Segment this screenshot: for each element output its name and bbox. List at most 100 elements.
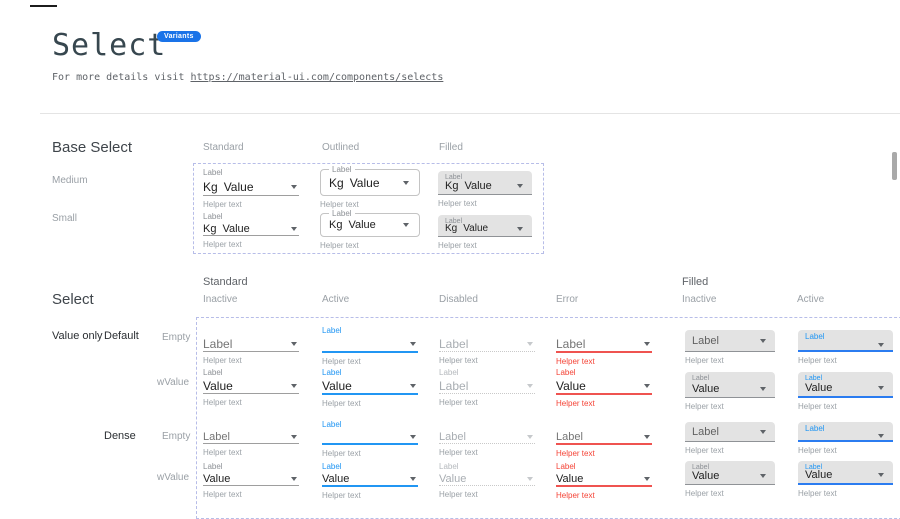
select-field[interactable]: Label Value — [798, 372, 893, 398]
select-standard-disabled-wvalue: Label Label Helper text — [439, 368, 535, 407]
base-select-playground-frame — [193, 163, 544, 254]
select-field[interactable]: Value — [203, 472, 299, 486]
select-label: Label — [556, 462, 576, 471]
select-label: Label — [203, 212, 223, 221]
select-field[interactable]: Value — [556, 472, 652, 487]
select-field[interactable]: Label — [798, 330, 893, 352]
select-field[interactable]: Label Value — [798, 461, 893, 485]
select-field[interactable]: Kg Value — [203, 178, 299, 196]
state-header-standard-disabled: Disabled — [439, 294, 478, 305]
select-field[interactable]: Label Kg Value — [320, 165, 420, 196]
dropdown-caret-icon — [644, 434, 650, 439]
helper-text: Helper text — [798, 356, 837, 365]
header-divider — [40, 113, 900, 114]
select-filled-inactive-empty: Label Helper text — [685, 330, 775, 365]
select-value: Value — [463, 223, 489, 234]
row-variant-default-wvalue: wValue — [157, 377, 190, 388]
dropdown-caret-icon — [760, 429, 766, 434]
select-field[interactable]: Label — [556, 336, 652, 353]
helper-text: Helper text — [203, 200, 242, 209]
select-label: Label — [805, 424, 825, 433]
select-field[interactable]: Label — [685, 422, 775, 442]
group-header-standard: Standard — [203, 276, 248, 288]
select-label: Label — [445, 174, 463, 180]
helper-text: Helper text — [203, 448, 242, 457]
row-density-default: Default — [104, 330, 139, 342]
select-field[interactable]: Value — [556, 378, 652, 395]
select-field[interactable]: Label Value — [685, 372, 775, 398]
select-field[interactable]: Label — [556, 430, 652, 445]
select-value: Label — [556, 430, 583, 443]
select-playground-frame — [196, 317, 900, 519]
select-filled-inactive-wvalue: Label Value Helper text — [685, 372, 775, 411]
select-field[interactable]: Kg Value — [203, 222, 299, 236]
select-label: Label — [322, 368, 342, 377]
select-dense-standard-disabled-wvalue: Label Value Helper text — [439, 462, 535, 499]
adornment-kg: Kg — [445, 223, 458, 234]
section-title-base-select: Base Select — [52, 139, 133, 156]
select-field[interactable]: Label — [439, 430, 535, 444]
helper-text: Helper text — [556, 491, 595, 500]
select-label: Label — [203, 168, 223, 177]
select-value: Value — [322, 472, 350, 485]
select-label: Label — [805, 332, 825, 341]
helper-text: Helper text — [322, 449, 361, 458]
select-value: Label — [439, 430, 466, 443]
select-field[interactable]: Value — [322, 378, 418, 395]
select-standard-error-empty: Label Helper text — [556, 326, 652, 366]
base-filled-small-select: Label Kg Value Helper text — [438, 215, 532, 250]
helper-text: Helper text — [203, 490, 242, 499]
select-value: Value — [222, 222, 250, 235]
select-field[interactable]: Label Kg Value — [438, 171, 532, 195]
select-field[interactable]: Label — [439, 336, 535, 352]
dropdown-caret-icon — [291, 434, 297, 439]
row-density-dense: Dense — [104, 430, 136, 442]
helper-text: Helper text — [439, 448, 478, 457]
select-label: Label — [329, 209, 355, 218]
select-value: Value — [692, 470, 720, 482]
select-field[interactable]: Label — [439, 378, 535, 394]
select-label: Label — [439, 368, 459, 377]
select-field[interactable]: Value — [439, 472, 535, 486]
dropdown-caret-icon — [410, 476, 416, 481]
select-field[interactable]: Label — [798, 422, 893, 442]
helper-text: Helper text — [685, 356, 724, 365]
dropdown-caret-icon — [527, 434, 533, 439]
helper-text: Helper text — [320, 241, 359, 250]
select-standard-active-empty: Label Helper text — [322, 326, 418, 366]
select-dense-filled-inactive-wvalue: Label Value Helper text — [685, 461, 775, 498]
select-label: Label — [556, 368, 576, 377]
helper-text: Helper text — [203, 398, 242, 407]
select-label: Label — [692, 464, 710, 470]
helper-text: Helper text — [439, 490, 478, 499]
select-field[interactable]: Label Value — [685, 461, 775, 485]
select-field[interactable] — [322, 336, 418, 353]
select-label: Label — [322, 462, 342, 471]
select-dense-standard-active-wvalue: Label Value Helper text — [322, 462, 418, 500]
subtitle-link[interactable]: https://material-ui.com/components/selec… — [190, 72, 444, 83]
dropdown-caret-icon — [760, 474, 766, 478]
select-field[interactable]: Value — [203, 378, 299, 394]
select-field[interactable]: Value — [322, 472, 418, 487]
select-label: Label — [805, 375, 823, 382]
select-value: Label — [692, 334, 719, 347]
select-value: Value — [805, 382, 833, 394]
select-value: Value — [322, 378, 352, 393]
select-value: Value — [556, 472, 584, 485]
helper-text: Helper text — [322, 357, 361, 366]
select-field[interactable]: Label — [685, 330, 775, 352]
column-header-filled: Filled — [439, 142, 463, 153]
vertical-scrollbar-thumb[interactable] — [892, 152, 897, 180]
dropdown-caret-icon — [644, 476, 650, 481]
select-label: Label — [203, 462, 223, 471]
select-field[interactable]: Label Kg Value — [438, 215, 532, 237]
select-field[interactable]: Label — [203, 336, 299, 352]
select-label: Label — [692, 375, 710, 382]
select-label: Label — [322, 326, 342, 335]
select-value: Value — [203, 378, 233, 393]
select-field[interactable]: Label — [203, 430, 299, 444]
select-field[interactable] — [322, 430, 418, 445]
row-category-value-only: Value only — [52, 330, 103, 342]
select-field[interactable]: Label Kg Value — [320, 209, 420, 237]
select-value: Label — [692, 425, 719, 438]
